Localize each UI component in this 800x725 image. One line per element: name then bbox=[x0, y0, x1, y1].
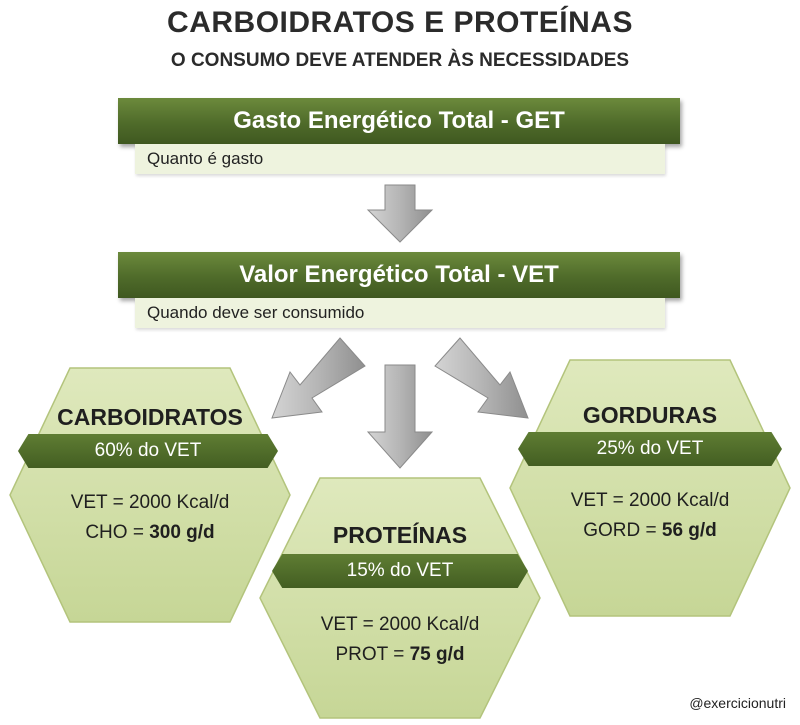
get-description: Quanto é gasto bbox=[135, 144, 665, 174]
hexagon-proteinas bbox=[259, 477, 541, 719]
proteinas-title: PROTEÍNAS bbox=[332, 522, 468, 548]
proteinas-amount-value: 75 g/d bbox=[409, 644, 465, 665]
page-subtitle: O CONSUMO DEVE ATENDER ÀS NECESSIDADES bbox=[170, 50, 630, 71]
hexagon-carboidratos bbox=[9, 367, 291, 623]
gorduras-amount-label: GORD = bbox=[583, 520, 662, 541]
proteinas-values: VET = 2000 Kcal/d PROT = 75 g/d bbox=[260, 610, 540, 670]
carboidratos-values: VET = 2000 Kcal/d CHO = 300 g/d bbox=[10, 488, 290, 548]
carboidratos-amount-label: CHO = bbox=[85, 522, 150, 543]
gorduras-amount: GORD = 56 g/d bbox=[510, 516, 790, 546]
carboidratos-amount: CHO = 300 g/d bbox=[10, 518, 290, 548]
carboidratos-amount-value: 300 g/d bbox=[149, 522, 215, 543]
proteinas-amount: PROT = 75 g/d bbox=[260, 640, 540, 670]
carboidratos-title: CARBOIDRATOS bbox=[57, 404, 243, 430]
down-arrow-icon bbox=[366, 184, 434, 243]
vet-description: Quando deve ser consumido bbox=[135, 298, 665, 328]
gorduras-values: VET = 2000 Kcal/d GORD = 56 g/d bbox=[510, 486, 790, 546]
arrow-to-proteinas-icon bbox=[366, 364, 434, 469]
gorduras-title: GORDURAS bbox=[582, 402, 718, 428]
proteinas-percent: 15% do VET bbox=[272, 554, 528, 588]
proteinas-vet-line: VET = 2000 Kcal/d bbox=[320, 614, 480, 635]
carboidratos-vet-line: VET = 2000 Kcal/d bbox=[70, 492, 230, 513]
gorduras-percent: 25% do VET bbox=[518, 432, 782, 466]
get-bar: Gasto Energético Total - GET bbox=[118, 98, 680, 144]
author-handle: @exercicionutri bbox=[689, 695, 786, 711]
vet-bar: Valor Energético Total - VET bbox=[118, 252, 680, 298]
page-title: CARBOIDRATOS E PROTEÍNAS bbox=[167, 6, 633, 39]
arrow-to-gorduras-icon bbox=[434, 337, 529, 419]
hexagon-gorduras bbox=[509, 359, 791, 617]
proteinas-amount-label: PROT = bbox=[335, 644, 410, 665]
arrow-to-carboidratos-icon bbox=[271, 337, 366, 419]
gorduras-amount-value: 56 g/d bbox=[661, 520, 717, 541]
gorduras-vet-line: VET = 2000 Kcal/d bbox=[570, 490, 730, 511]
carboidratos-percent: 60% do VET bbox=[18, 434, 278, 468]
